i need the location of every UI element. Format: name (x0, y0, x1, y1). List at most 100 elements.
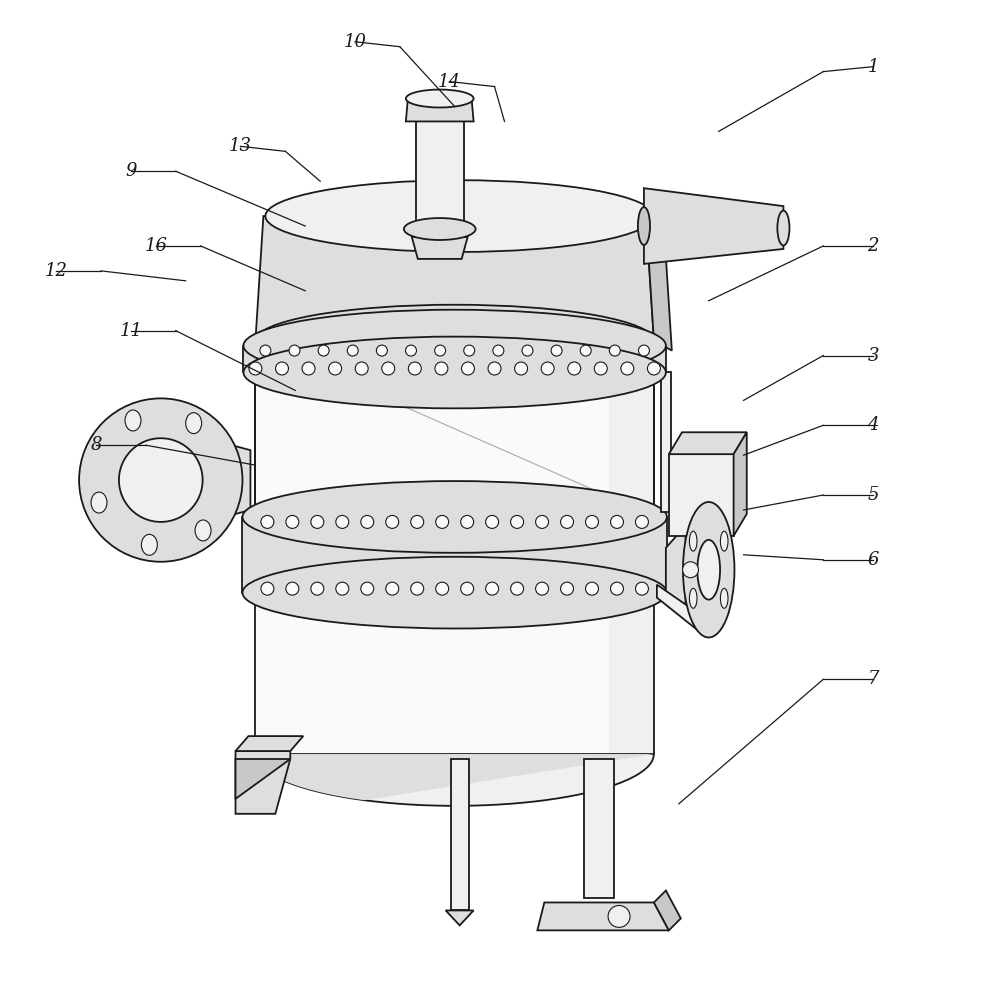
Ellipse shape (243, 557, 667, 629)
Circle shape (436, 582, 449, 595)
Circle shape (560, 515, 573, 528)
Ellipse shape (777, 211, 789, 245)
Text: 11: 11 (120, 322, 143, 340)
Text: 14: 14 (439, 73, 462, 91)
Polygon shape (537, 902, 669, 930)
Circle shape (493, 345, 503, 356)
Text: 8: 8 (90, 436, 102, 454)
Circle shape (289, 345, 300, 356)
Polygon shape (644, 188, 783, 264)
Polygon shape (256, 754, 654, 800)
Circle shape (386, 582, 399, 595)
Circle shape (361, 582, 374, 595)
Circle shape (311, 515, 324, 528)
Circle shape (436, 515, 449, 528)
Circle shape (462, 362, 475, 375)
Circle shape (411, 582, 424, 595)
Polygon shape (236, 736, 304, 751)
Ellipse shape (720, 588, 728, 608)
Text: 9: 9 (125, 162, 137, 180)
Circle shape (348, 345, 359, 356)
Circle shape (261, 515, 274, 528)
Circle shape (638, 345, 649, 356)
Ellipse shape (683, 502, 734, 637)
Circle shape (79, 398, 243, 562)
Polygon shape (256, 216, 654, 341)
Polygon shape (244, 346, 666, 372)
Circle shape (635, 582, 648, 595)
Circle shape (260, 345, 271, 356)
Circle shape (336, 515, 349, 528)
Polygon shape (446, 910, 474, 925)
Circle shape (461, 515, 474, 528)
Circle shape (318, 345, 329, 356)
Circle shape (620, 362, 633, 375)
Polygon shape (243, 517, 667, 593)
Ellipse shape (406, 90, 474, 107)
Circle shape (435, 345, 446, 356)
Ellipse shape (243, 481, 667, 553)
Ellipse shape (697, 540, 720, 600)
Polygon shape (236, 759, 291, 799)
Polygon shape (661, 372, 671, 512)
Polygon shape (657, 516, 713, 637)
Circle shape (406, 345, 417, 356)
Circle shape (560, 582, 573, 595)
Circle shape (510, 582, 523, 595)
Ellipse shape (125, 410, 141, 431)
Circle shape (567, 362, 580, 375)
Text: 7: 7 (867, 670, 879, 688)
Circle shape (580, 345, 591, 356)
Circle shape (535, 515, 548, 528)
Circle shape (377, 345, 388, 356)
Text: 16: 16 (144, 237, 167, 255)
Circle shape (435, 362, 448, 375)
Circle shape (486, 515, 499, 528)
Text: 4: 4 (867, 416, 879, 434)
Ellipse shape (689, 531, 697, 551)
Ellipse shape (91, 492, 107, 513)
Ellipse shape (244, 337, 666, 408)
Ellipse shape (244, 310, 666, 381)
Circle shape (386, 515, 399, 528)
Circle shape (514, 362, 527, 375)
Ellipse shape (720, 531, 728, 551)
Circle shape (119, 438, 203, 522)
Text: 13: 13 (229, 137, 252, 155)
Circle shape (311, 582, 324, 595)
Ellipse shape (142, 534, 157, 555)
Circle shape (594, 362, 607, 375)
Polygon shape (654, 891, 680, 930)
Text: 3: 3 (867, 347, 879, 365)
Circle shape (522, 345, 532, 356)
Polygon shape (669, 454, 733, 536)
Polygon shape (416, 121, 464, 247)
Text: 10: 10 (344, 33, 367, 51)
Circle shape (461, 582, 474, 595)
Circle shape (551, 345, 562, 356)
Circle shape (610, 515, 623, 528)
Circle shape (682, 562, 698, 578)
Ellipse shape (404, 218, 476, 240)
Circle shape (464, 345, 475, 356)
Text: 1: 1 (867, 58, 879, 76)
Polygon shape (412, 237, 468, 259)
Polygon shape (646, 216, 672, 351)
Ellipse shape (256, 305, 654, 376)
Ellipse shape (266, 180, 654, 252)
Text: 12: 12 (45, 262, 68, 280)
Text: 6: 6 (867, 551, 879, 569)
Circle shape (356, 362, 369, 375)
Circle shape (286, 515, 299, 528)
Polygon shape (584, 759, 614, 898)
Ellipse shape (689, 588, 697, 608)
Polygon shape (256, 754, 654, 806)
Circle shape (286, 582, 299, 595)
Polygon shape (206, 438, 251, 522)
Polygon shape (256, 341, 654, 754)
Polygon shape (451, 759, 469, 910)
Circle shape (610, 582, 623, 595)
Text: 2: 2 (867, 237, 879, 255)
Polygon shape (669, 432, 747, 454)
Circle shape (336, 582, 349, 595)
